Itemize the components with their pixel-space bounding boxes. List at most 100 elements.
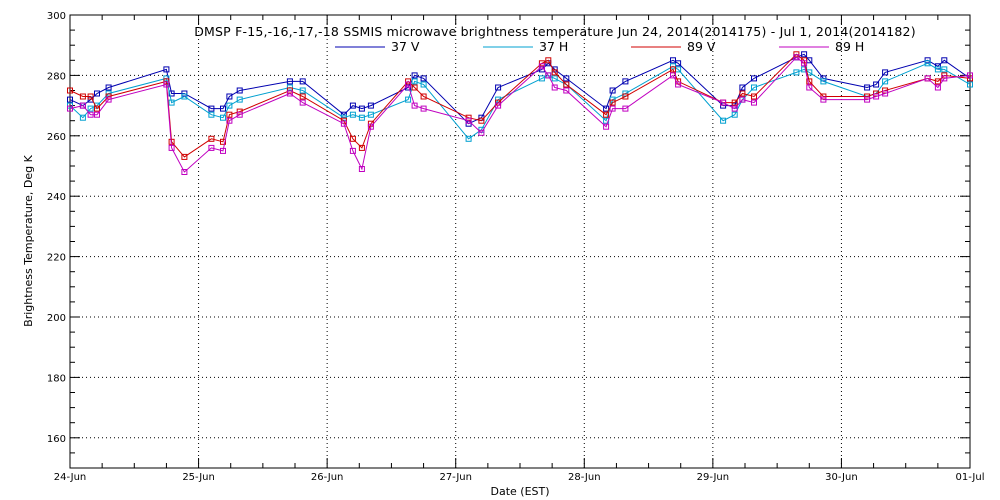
data-point xyxy=(873,93,880,100)
data-point xyxy=(563,81,570,88)
series-line-89-v xyxy=(69,53,971,158)
data-point xyxy=(465,135,472,142)
data-point xyxy=(801,60,808,67)
data-point xyxy=(208,135,215,142)
y-tick-label: 280 xyxy=(47,71,66,82)
x-tick-label: 28-Jun xyxy=(568,472,601,483)
data-point xyxy=(168,90,175,97)
y-tick-label: 240 xyxy=(47,192,66,203)
data-point xyxy=(934,78,941,85)
data-point xyxy=(495,84,502,91)
data-point xyxy=(967,81,973,88)
plot-frame xyxy=(69,14,971,469)
data-point xyxy=(349,135,356,142)
data-point xyxy=(67,105,73,112)
data-point xyxy=(739,96,746,103)
data-point xyxy=(367,102,374,109)
data-point xyxy=(220,105,226,112)
data-point xyxy=(236,108,243,115)
data-point xyxy=(87,93,94,100)
data-point xyxy=(226,111,233,118)
series-37-h xyxy=(67,60,973,142)
series-layer xyxy=(67,51,973,175)
data-point xyxy=(208,111,215,118)
y-tick-label: 200 xyxy=(47,313,66,324)
legend-item-89-v: 89 V xyxy=(631,39,716,54)
x-axis-title: Date (EST) xyxy=(490,485,549,498)
data-point xyxy=(299,99,306,106)
data-point xyxy=(924,75,931,82)
data-point xyxy=(538,75,545,82)
data-point xyxy=(226,93,233,100)
data-point xyxy=(720,117,727,124)
data-point xyxy=(820,78,827,85)
data-point xyxy=(670,72,676,79)
data-point xyxy=(420,75,427,82)
data-point xyxy=(478,129,485,136)
data-point xyxy=(94,105,100,112)
data-point xyxy=(220,114,226,121)
data-point xyxy=(731,99,738,106)
data-point xyxy=(622,105,629,112)
series-89-h xyxy=(67,54,973,175)
y-tick-label: 180 xyxy=(47,373,66,384)
data-point xyxy=(411,72,418,79)
data-point xyxy=(864,93,871,100)
data-point xyxy=(941,57,948,64)
data-point xyxy=(286,78,293,85)
data-point xyxy=(720,99,727,106)
data-point xyxy=(609,87,616,94)
data-point xyxy=(882,78,889,85)
data-point xyxy=(622,93,629,100)
x-tick-label: 29-Jun xyxy=(697,472,730,483)
data-point xyxy=(801,51,808,58)
data-point xyxy=(751,84,757,91)
data-point xyxy=(226,102,233,109)
data-point xyxy=(236,111,243,118)
data-point xyxy=(864,96,871,103)
data-point xyxy=(67,96,73,103)
x-tick-label: 25-Jun xyxy=(182,472,215,483)
data-point xyxy=(941,66,948,73)
data-point xyxy=(349,147,356,154)
y-axis-title: Brightness Temperature, Deg K xyxy=(22,154,35,326)
data-point xyxy=(609,99,616,106)
data-point xyxy=(864,84,871,91)
data-point xyxy=(411,84,418,91)
data-point xyxy=(87,105,94,112)
series-37-v xyxy=(67,51,973,127)
legend-item-37-h: 37 H xyxy=(483,39,568,54)
data-point xyxy=(603,105,610,112)
data-point xyxy=(411,78,418,85)
x-tick-label: 27-Jun xyxy=(439,472,472,483)
data-point xyxy=(563,75,570,82)
data-point xyxy=(105,84,112,91)
data-point xyxy=(934,63,941,70)
series-line-89-h xyxy=(69,56,971,173)
data-point xyxy=(163,78,170,85)
data-point xyxy=(739,84,746,91)
data-point xyxy=(299,87,306,94)
data-point xyxy=(405,81,412,88)
data-point xyxy=(358,105,365,112)
data-point xyxy=(603,123,610,130)
data-point xyxy=(545,57,552,64)
data-point xyxy=(967,72,973,79)
data-point xyxy=(208,105,215,112)
data-point xyxy=(622,78,629,85)
data-point xyxy=(941,75,948,82)
chart-title: DMSP F-15,-16,-17,-18 SSMIS microwave br… xyxy=(194,24,916,39)
data-point xyxy=(739,90,746,97)
data-point xyxy=(220,138,226,145)
data-point xyxy=(168,99,175,106)
data-point xyxy=(551,69,558,76)
series-line-37-v xyxy=(69,53,971,125)
series-89-v xyxy=(67,51,973,160)
data-point xyxy=(87,111,94,118)
data-point xyxy=(340,120,347,127)
data-point xyxy=(793,54,800,61)
data-point xyxy=(105,93,112,100)
data-point xyxy=(675,60,682,67)
legend-item-89-h: 89 H xyxy=(779,39,864,54)
